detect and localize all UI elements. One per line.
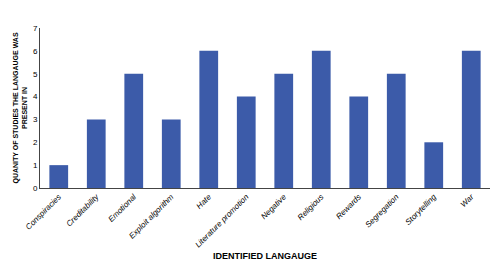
svg-text:1: 1: [33, 161, 38, 170]
svg-text:Conspiracies: Conspiracies: [24, 192, 63, 231]
svg-text:QUANITY OF STUDIES THE LANGAUG: QUANITY OF STUDIES THE LANGAUGE WASPRESE…: [12, 32, 28, 183]
svg-text:2: 2: [33, 138, 38, 147]
svg-text:Emotional: Emotional: [106, 192, 138, 224]
svg-text:7: 7: [33, 24, 38, 33]
svg-text:Negative: Negative: [259, 192, 288, 221]
svg-text:5: 5: [33, 70, 38, 79]
svg-text:6: 6: [33, 47, 38, 56]
svg-text:Storytelling: Storytelling: [404, 192, 439, 227]
svg-text:War: War: [459, 192, 476, 209]
svg-text:3: 3: [33, 115, 38, 124]
svg-text:IDENTIFIED LANGAUGE: IDENTIFIED LANGAUGE: [213, 251, 317, 261]
svg-text:Creditability: Creditability: [65, 192, 102, 229]
svg-text:0: 0: [33, 184, 38, 193]
svg-text:Literature promotion: Literature promotion: [194, 192, 251, 249]
svg-text:Religious: Religious: [296, 192, 326, 222]
svg-text:Exploit algorithm: Exploit algorithm: [127, 192, 175, 240]
svg-text:Hate: Hate: [195, 192, 214, 211]
svg-text:Segregation: Segregation: [364, 192, 401, 229]
svg-text:Rewards: Rewards: [334, 192, 363, 221]
svg-text:4: 4: [33, 92, 38, 101]
